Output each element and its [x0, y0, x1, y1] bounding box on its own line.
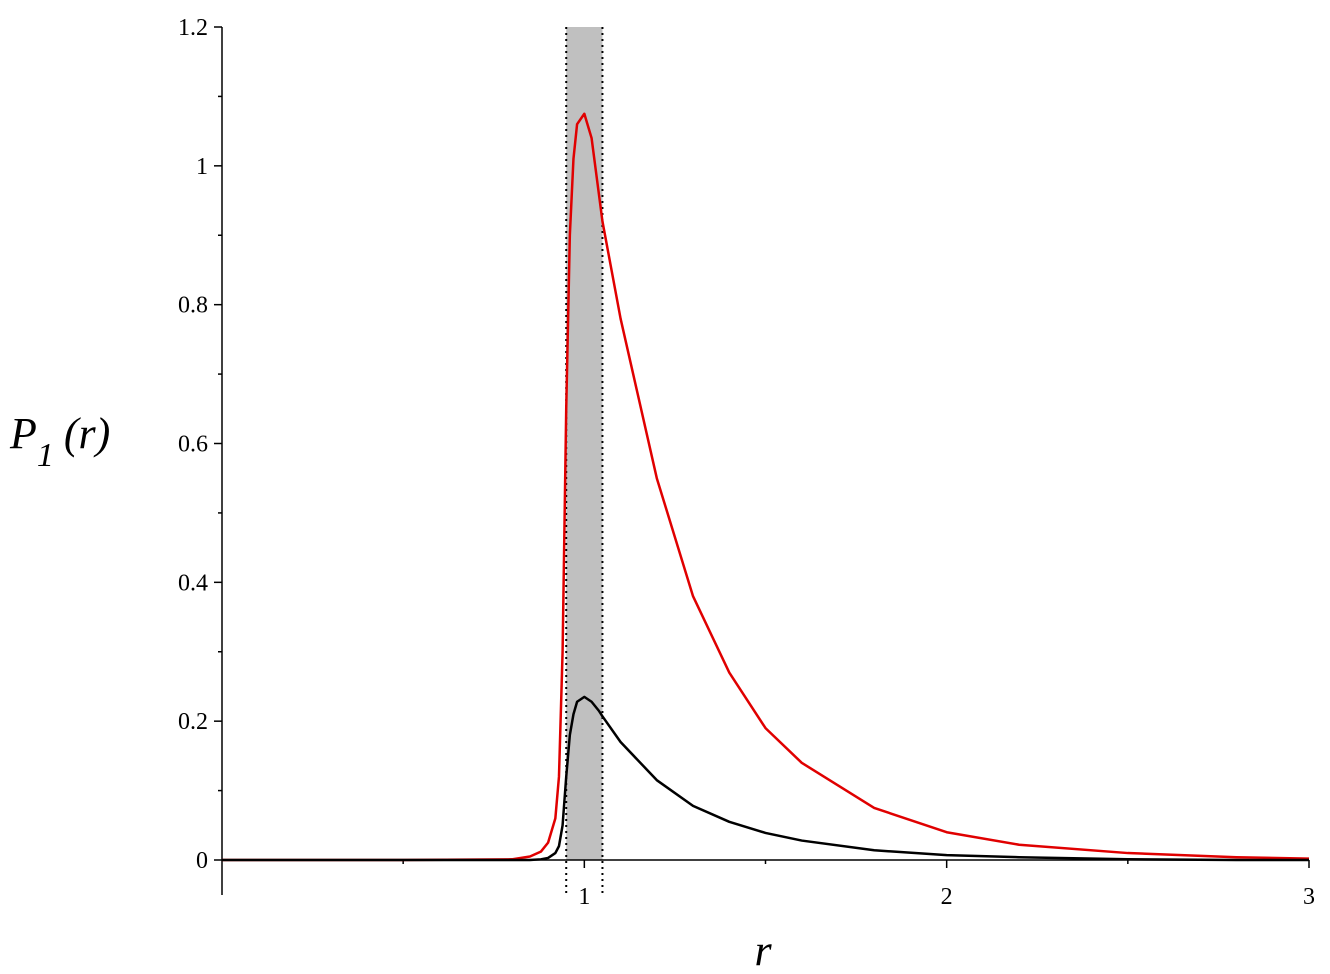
x-tick-label: 3 — [1303, 884, 1315, 910]
y-tick-label: 1 — [196, 154, 208, 180]
y-tick-label: 0.6 — [178, 432, 208, 458]
y-tick-label: 0.8 — [178, 293, 208, 319]
x-axis-title: r — [754, 926, 772, 974]
y-axis-title-main: P — [9, 409, 37, 458]
shaded-band — [566, 27, 603, 860]
x-tick-label: 2 — [941, 884, 953, 910]
y-tick-label: 0.4 — [178, 570, 208, 596]
y-tick-label: 1.2 — [178, 15, 208, 41]
y-tick-label: 0.2 — [178, 709, 208, 735]
y-axis-title: P1 (r) — [9, 409, 110, 474]
series-line — [222, 695, 1309, 862]
y-axis-title-sub: 1 — [37, 437, 54, 474]
y-axis-title-tail: (r) — [64, 409, 110, 458]
series-line — [222, 112, 1310, 862]
y-tick-label: 0 — [196, 848, 208, 874]
x-tick-label: 1 — [578, 884, 590, 910]
